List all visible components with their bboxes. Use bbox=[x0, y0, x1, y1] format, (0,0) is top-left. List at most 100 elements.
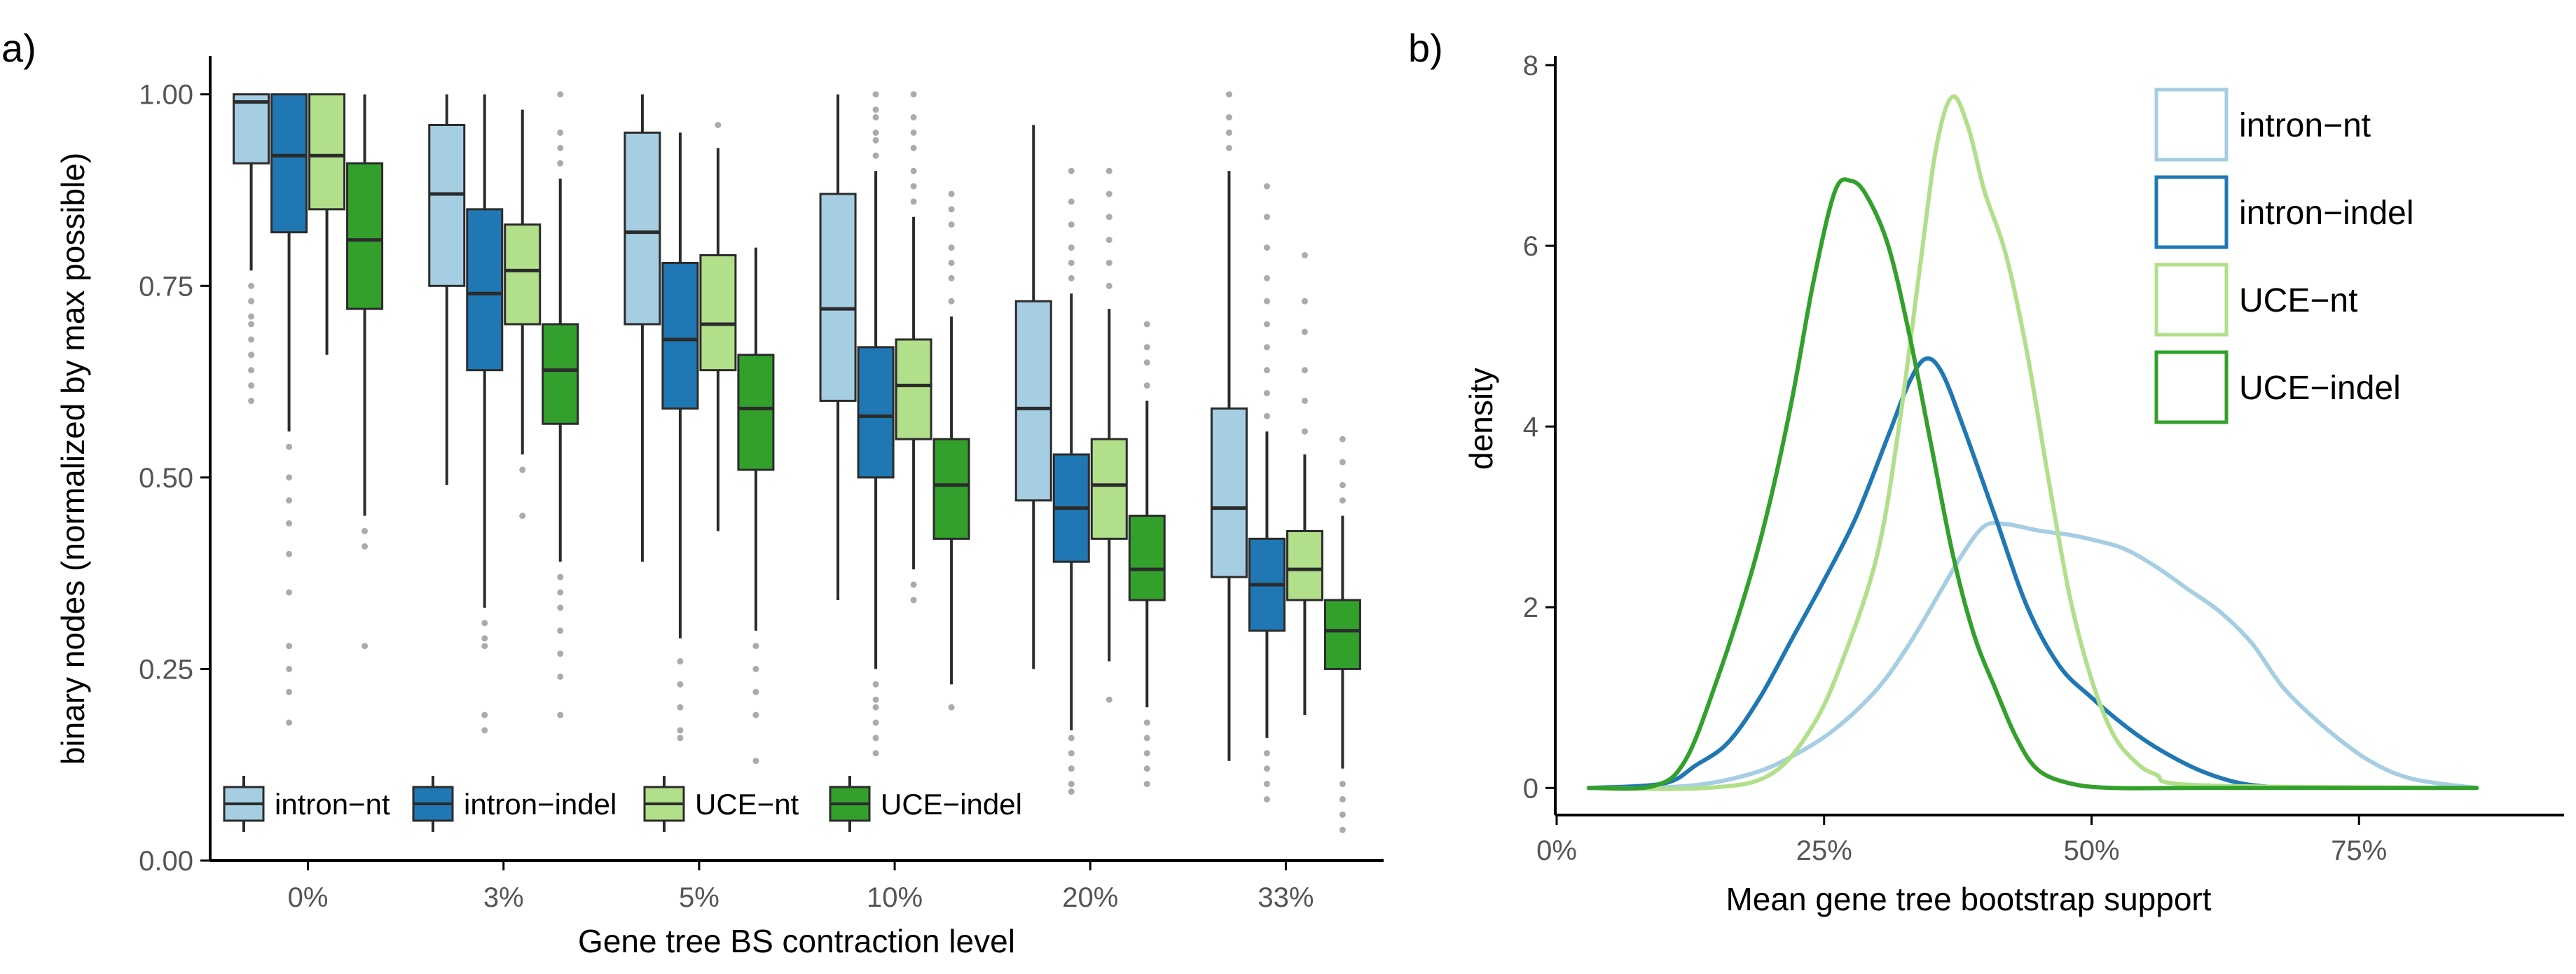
panel-a-label: a) bbox=[1, 26, 36, 70]
outlier-point bbox=[286, 688, 293, 695]
panel-a-y-ticks: 0.00 0.25 0.50 0.75 1.00 bbox=[139, 80, 210, 877]
box-iqr bbox=[504, 223, 542, 326]
outlier-point bbox=[1263, 367, 1270, 374]
outlier-point bbox=[752, 758, 759, 765]
outlier-point bbox=[1068, 198, 1075, 205]
outlier-point bbox=[948, 206, 955, 213]
outlier-point bbox=[872, 704, 879, 711]
outlier-point bbox=[910, 581, 917, 588]
legend-label: UCE−nt bbox=[695, 788, 799, 821]
panel-a-x-axis-title: Gene tree BS contraction level bbox=[578, 923, 1015, 959]
outlier-point bbox=[948, 704, 955, 711]
outlier-point bbox=[752, 665, 759, 672]
outlier-point bbox=[1263, 781, 1270, 788]
outlier-point bbox=[872, 696, 879, 703]
panel-b-label: b) bbox=[1408, 26, 1443, 70]
legend-key-box bbox=[2154, 88, 2229, 162]
outlier-point bbox=[1106, 282, 1113, 289]
outlier-point bbox=[286, 497, 293, 504]
outlier-point bbox=[1339, 497, 1346, 504]
outlier-point bbox=[286, 520, 293, 527]
outlier-point bbox=[1263, 214, 1270, 221]
y-tick-label: 0.25 bbox=[139, 654, 193, 685]
outlier-point bbox=[286, 474, 293, 481]
box-intron-nt-10- bbox=[819, 94, 857, 600]
legend-label: UCE−indel bbox=[881, 788, 1022, 821]
outlier-point bbox=[1263, 244, 1270, 251]
box-uce-nt-10- bbox=[895, 91, 932, 604]
box-iqr bbox=[346, 162, 384, 310]
outlier-point bbox=[1143, 382, 1150, 389]
box-iqr bbox=[932, 438, 970, 540]
outlier-point bbox=[948, 244, 955, 251]
outlier-point bbox=[248, 313, 255, 320]
outlier-point bbox=[677, 704, 684, 711]
box-iqr bbox=[308, 93, 346, 211]
outlier-point bbox=[1068, 765, 1075, 772]
outlier-point bbox=[1225, 144, 1232, 151]
legend-item-intron-nt: intron−nt bbox=[223, 776, 390, 832]
outlier-point bbox=[248, 367, 255, 374]
outlier-point bbox=[557, 129, 564, 136]
box-iqr bbox=[1090, 438, 1128, 540]
box-intron-indel-20- bbox=[1052, 167, 1090, 795]
panel-b-y-ticks: 0 2 4 6 8 bbox=[1523, 50, 1555, 804]
legend-key-box bbox=[2154, 350, 2229, 424]
box-iqr bbox=[624, 131, 661, 326]
outlier-point bbox=[1263, 750, 1270, 757]
outlier-point bbox=[519, 466, 526, 473]
outlier-point bbox=[248, 321, 255, 328]
box-iqr bbox=[1128, 515, 1166, 601]
outlier-point bbox=[1068, 781, 1075, 788]
outlier-point bbox=[1339, 482, 1346, 489]
outlier-point bbox=[286, 443, 293, 450]
panel-b: b) 0 2 4 6 8 0% 25% 50% 75% Mean gene tree boot… bbox=[1408, 26, 2564, 917]
box-iqr bbox=[428, 123, 466, 287]
box-intron-indel-33- bbox=[1248, 183, 1286, 802]
box-iqr bbox=[466, 208, 504, 372]
box-uce-nt-33- bbox=[1286, 252, 1323, 716]
outlier-point bbox=[557, 144, 564, 151]
outlier-point bbox=[1068, 167, 1075, 174]
panel-a-y-axis-title: binary nodes (normalized by max possible… bbox=[55, 153, 91, 765]
legend-item-uce-nt: UCE−nt bbox=[2154, 263, 2357, 337]
x-tick-label: 20% bbox=[1062, 882, 1118, 913]
panel-a-legend: intron−nt intron−indel UCE−nt UCE−indel bbox=[223, 776, 1022, 832]
x-tick-label: 5% bbox=[679, 882, 719, 913]
density-line-intron-nt bbox=[1586, 520, 2479, 791]
outlier-point bbox=[910, 198, 917, 205]
y-tick-label: 0 bbox=[1523, 773, 1538, 804]
legend-item-intron-nt: intron−nt bbox=[2154, 88, 2371, 162]
y-tick-label: 0.75 bbox=[139, 271, 193, 302]
panel-b-x-axis-title: Mean gene tree bootstrap support bbox=[1726, 881, 2211, 917]
panel-a: a) 0.000.250.500.751.00 0% 3% 5% 10% 20% 33% … bbox=[1, 26, 1384, 959]
outlier-point bbox=[1263, 795, 1270, 802]
box-uce-indel-33- bbox=[1323, 436, 1361, 833]
outlier-point bbox=[910, 167, 917, 174]
box-iqr bbox=[895, 338, 932, 440]
outlier-point bbox=[1143, 735, 1150, 742]
outlier-point bbox=[677, 735, 684, 742]
outlier-point bbox=[1068, 244, 1075, 251]
outlier-point bbox=[1143, 359, 1150, 366]
panel-b-density-lines bbox=[1586, 94, 2479, 791]
outlier-point bbox=[248, 336, 255, 343]
legend-label: UCE−indel bbox=[2239, 370, 2401, 407]
y-tick-label: 1.00 bbox=[139, 80, 193, 111]
outlier-point bbox=[361, 527, 369, 534]
outlier-point bbox=[286, 665, 293, 672]
outlier-point bbox=[677, 681, 684, 688]
x-tick-label: 75% bbox=[2331, 835, 2387, 866]
outlier-point bbox=[1263, 321, 1270, 328]
x-tick-label: 0% bbox=[288, 882, 329, 913]
outlier-point bbox=[1068, 750, 1075, 757]
outlier-point bbox=[248, 382, 255, 389]
outlier-point bbox=[1301, 298, 1308, 305]
outlier-point bbox=[1301, 428, 1308, 435]
outlier-point bbox=[557, 711, 564, 718]
outlier-point bbox=[361, 643, 369, 650]
y-tick-label: 0.50 bbox=[139, 463, 193, 494]
box-iqr bbox=[737, 354, 775, 471]
outlier-point bbox=[910, 91, 917, 98]
legend-item-uce-indel: UCE−indel bbox=[2154, 350, 2401, 424]
